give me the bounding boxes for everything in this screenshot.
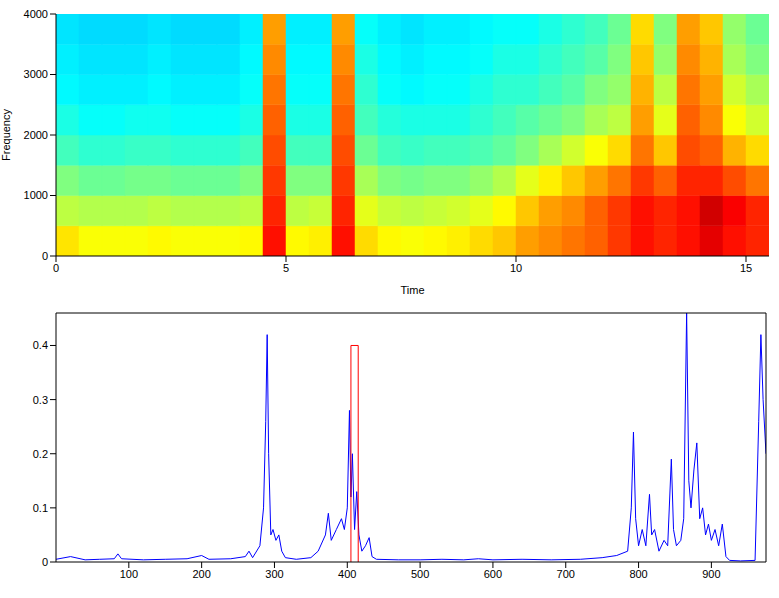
svg-text:1000: 1000 xyxy=(24,189,48,201)
svg-text:0.4: 0.4 xyxy=(33,339,48,351)
svg-text:5: 5 xyxy=(283,262,289,274)
svg-text:0.3: 0.3 xyxy=(33,394,48,406)
svg-text:900: 900 xyxy=(702,568,720,580)
svg-text:0: 0 xyxy=(53,262,59,274)
svg-text:3000: 3000 xyxy=(24,68,48,80)
svg-text:15: 15 xyxy=(740,262,752,274)
svg-text:100: 100 xyxy=(120,568,138,580)
svg-text:0.2: 0.2 xyxy=(33,448,48,460)
svg-text:10: 10 xyxy=(510,262,522,274)
svg-text:500: 500 xyxy=(411,568,429,580)
svg-text:400: 400 xyxy=(338,568,356,580)
svg-text:200: 200 xyxy=(192,568,210,580)
svg-text:0.1: 0.1 xyxy=(33,502,48,514)
svg-text:0: 0 xyxy=(42,250,48,262)
svg-text:2000: 2000 xyxy=(24,129,48,141)
svg-text:4000: 4000 xyxy=(24,8,48,20)
svg-text:600: 600 xyxy=(484,568,502,580)
svg-text:700: 700 xyxy=(557,568,575,580)
svg-text:0: 0 xyxy=(42,556,48,568)
svg-text:800: 800 xyxy=(629,568,647,580)
svg-text:300: 300 xyxy=(265,568,283,580)
svg-text:Frequency: Frequency xyxy=(0,109,12,161)
svg-text:Time: Time xyxy=(400,284,424,296)
